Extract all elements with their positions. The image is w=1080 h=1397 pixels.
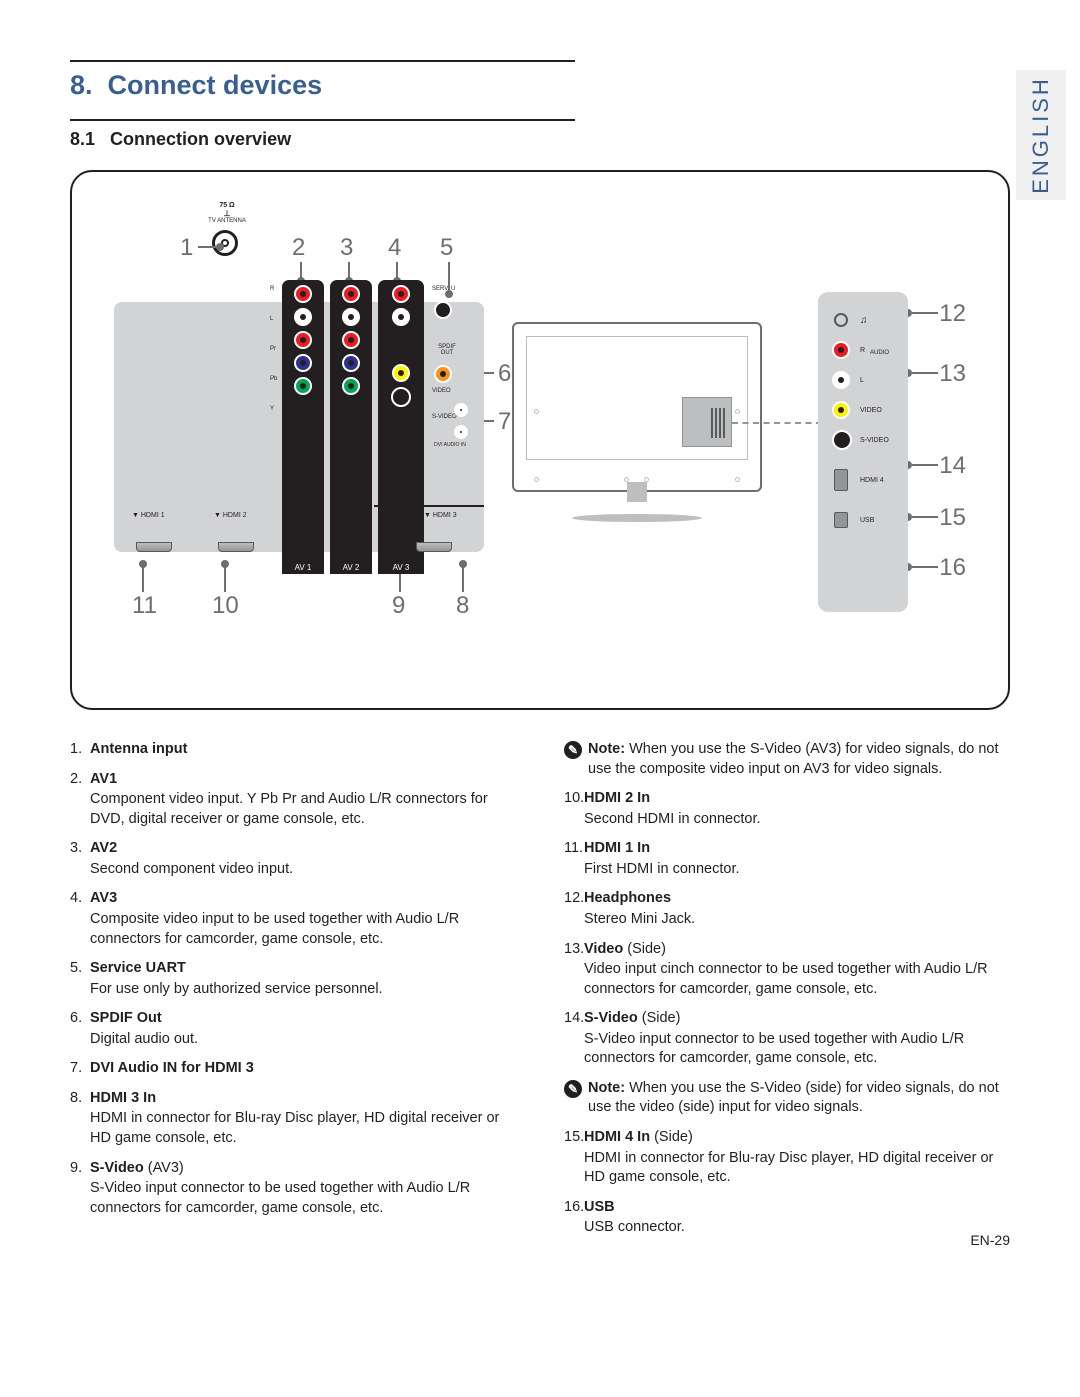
callout-9: 9 <box>392 592 405 620</box>
left-column: 1.Antenna input 2.AV1Component video inpu… <box>70 740 516 1248</box>
section-title: 8. Connect devices <box>70 70 1010 101</box>
av1-r-jack <box>294 285 312 303</box>
av2-y-jack <box>342 377 360 395</box>
page-number: EN-29 <box>970 1232 1010 1248</box>
rule-mid <box>70 119 575 121</box>
av2-l-jack <box>342 308 360 326</box>
language-label: ENGLISH <box>1028 76 1054 194</box>
subsection-title: 8.1 Connection overview <box>70 129 1010 150</box>
list-item: 4.AV3Composite video input to be used to… <box>70 889 516 949</box>
rule-top <box>70 60 575 62</box>
side-panel: ♫ R AUDIO L VIDEO S-VIDEO HDMI 4 USB <box>818 292 908 612</box>
note: ✎Note: When you use the S-Video (side) f… <box>564 1079 1010 1118</box>
list-item: 2.AV1Component video input. Y Pb Pr and … <box>70 770 516 830</box>
callout-4: 4 <box>388 234 401 262</box>
av3-svideo-jack <box>391 387 411 407</box>
av2-pb-jack <box>342 354 360 372</box>
callout-14: 14 <box>939 452 966 480</box>
av1-group: AV 1 <box>282 280 324 574</box>
tv-side-marker <box>682 397 732 447</box>
description-columns: 1.Antenna input 2.AV1Component video inpu… <box>70 740 1010 1248</box>
connection-diagram: 75 Ω ⊥ TV ANTENNA 1 2 3 4 5 6 7 8 9 <box>70 170 1010 710</box>
list-item: 9.S-Video (AV3)S-Video input connector t… <box>70 1159 516 1219</box>
list-item: 13.Video (Side)Video input cinch connect… <box>564 940 1010 1000</box>
antenna-label: 75 Ω ⊥ TV ANTENNA <box>202 202 252 224</box>
language-tab: ENGLISH <box>1016 70 1066 200</box>
callout-10: 10 <box>212 592 239 620</box>
list-item: 3.AV2Second component video input. <box>70 839 516 879</box>
av1-pb-jack <box>294 354 312 372</box>
dvi-audio-l-jack <box>454 403 468 417</box>
list-item: 15.HDMI 4 In (Side)HDMI in connector for… <box>564 1128 1010 1188</box>
av2-pr-jack <box>342 331 360 349</box>
side-audio-r: R <box>824 338 902 362</box>
list-item: 14.S-Video (Side)S-Video input connector… <box>564 1009 1010 1069</box>
list-item: 5.Service UARTFor use only by authorized… <box>70 959 516 999</box>
callout-16: 16 <box>939 554 966 582</box>
list-item: 8.HDMI 3 InHDMI in connector for Blu-ray… <box>70 1089 516 1149</box>
hdmi1-port <box>136 542 172 552</box>
side-headphone: ♫ <box>824 308 902 332</box>
av1-y-jack <box>294 377 312 395</box>
note-icon: ✎ <box>564 741 582 759</box>
side-svideo: S-VIDEO <box>824 428 902 452</box>
callout-5: 5 <box>440 234 453 262</box>
hdmi2-port <box>218 542 254 552</box>
list-item: 12.HeadphonesStereo Mini Jack. <box>564 889 1010 929</box>
list-item: 1.Antenna input <box>70 740 516 760</box>
callout-1: 1 <box>180 234 193 262</box>
av2-r-jack <box>342 285 360 303</box>
list-item: 16.USBUSB connector. <box>564 1198 1010 1238</box>
av3-group: AV 3 <box>378 280 424 574</box>
hdmi3-port <box>416 542 452 552</box>
side-hdmi4: HDMI 4 <box>824 468 902 492</box>
list-item: 6.SPDIF OutDigital audio out. <box>70 1009 516 1049</box>
callout-15: 15 <box>939 504 966 532</box>
right-column: ✎Note: When you use the S-Video (AV3) fo… <box>564 740 1010 1248</box>
list-item: 7.DVI Audio IN for HDMI 3 <box>70 1059 516 1079</box>
side-video: VIDEO <box>824 398 902 422</box>
list-item: 11.HDMI 1 InFirst HDMI in connector. <box>564 839 1010 879</box>
av3-video-jack <box>392 364 410 382</box>
av1-pr-jack <box>294 331 312 349</box>
av1-l-jack <box>294 308 312 326</box>
callout-11: 11 <box>132 592 157 620</box>
callout-2: 2 <box>292 234 305 262</box>
callout-13: 13 <box>939 360 966 388</box>
callout-8: 8 <box>456 592 469 620</box>
callout-7: 7 <box>498 408 511 436</box>
av3-r-jack <box>392 285 410 303</box>
rear-panel: AV 1 R L Pr Pb Y AV 2 <box>114 302 484 552</box>
dvi-audio-r-jack <box>454 425 468 439</box>
callout-12: 12 <box>939 300 966 328</box>
tv-stand <box>572 492 702 522</box>
note: ✎Note: When you use the S-Video (AV3) fo… <box>564 740 1010 779</box>
spdif-jack <box>434 365 452 383</box>
note-icon: ✎ <box>564 1080 582 1098</box>
callout-3: 3 <box>340 234 353 262</box>
list-item: 10.HDMI 2 InSecond HDMI in connector. <box>564 789 1010 829</box>
av3-l-jack <box>392 308 410 326</box>
side-usb: USB <box>824 508 902 532</box>
side-audio-l: L <box>824 368 902 392</box>
callout-6: 6 <box>498 360 511 388</box>
serv-u-jack <box>434 301 452 319</box>
av2-group: AV 2 <box>330 280 372 574</box>
antenna-jack <box>212 230 238 256</box>
